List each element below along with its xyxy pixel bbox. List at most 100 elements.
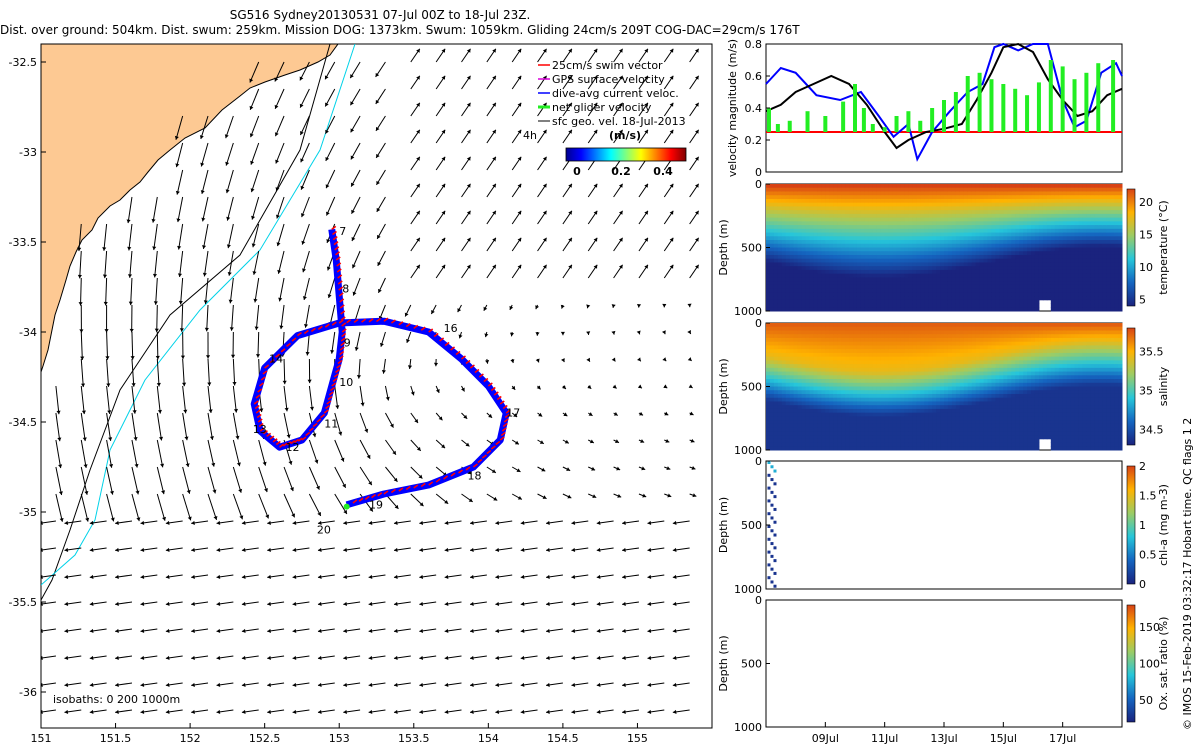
- temperature-cell-29-18: [880, 251, 886, 256]
- temperature-cell-6-16: [789, 243, 795, 248]
- temperature-cell-66-14: [1027, 236, 1032, 241]
- temperature-cell-61-2: [1007, 191, 1012, 196]
- temperature-cell-0-18: [766, 251, 771, 256]
- swim-vector-9-2: [272, 438, 278, 443]
- temperature-cell-12-24: [813, 273, 818, 278]
- temperature-cell-55-29: [983, 292, 989, 297]
- sfc-vector-head-41: [274, 132, 279, 137]
- sfc-vector-head-84: [300, 185, 305, 190]
- temperature-cell-20-30: [845, 296, 850, 301]
- salinity-cell-4-25: [781, 416, 787, 421]
- temperature-cell-14-33: [821, 307, 826, 312]
- temperature-cell-27-17: [872, 247, 878, 252]
- temperature-cell-86-6: [1106, 206, 1111, 211]
- swim-vector-13-5: [331, 321, 337, 326]
- temperature-cell-45-4: [944, 198, 949, 204]
- temperature-cell-63-22: [1015, 266, 1020, 271]
- temperature-cell-72-14: [1050, 236, 1056, 241]
- salinity-cell-9-26: [801, 420, 807, 425]
- net-velocity-bar-25: [1072, 79, 1077, 132]
- salinity-cell-4-3: [781, 334, 787, 339]
- temperature-cell-82-7: [1090, 210, 1095, 215]
- temperature-cell-89-6: [1118, 206, 1123, 211]
- sfc-vector-head-507: [41, 628, 43, 633]
- temperature-cell-52-1: [971, 187, 977, 192]
- temperature-cell-20-2: [845, 191, 850, 196]
- sfc-vector-head-25: [416, 75, 420, 80]
- sfc-vector-head-126: [152, 246, 157, 251]
- net-velocity-bar-27: [1096, 63, 1101, 133]
- temperature-cell-50-32: [963, 303, 969, 308]
- temperature-cell-64-15: [1019, 240, 1024, 245]
- swim-vector-6-3: [327, 395, 333, 401]
- temperature-cell-21-32: [849, 303, 854, 308]
- temperature-cell-55-32: [983, 303, 989, 308]
- temperature-cell-15-2: [825, 191, 830, 196]
- temperature-cell-88-12: [1114, 228, 1119, 234]
- sfc-vector-head-518: [317, 628, 322, 633]
- temperature-cell-74-4: [1058, 198, 1064, 204]
- map-xtick-label-4: 153: [329, 732, 350, 745]
- temperature-cell-33-18: [896, 251, 901, 256]
- swim-vector-23-2: [371, 493, 377, 499]
- temperature-cell-7-1: [793, 187, 799, 192]
- salinity-cell-7-26: [793, 420, 799, 425]
- temperature-cell-8-32: [797, 303, 803, 308]
- salinity-cell-0-10: [766, 360, 771, 365]
- temperature-cell-58-9: [995, 217, 1000, 222]
- temperature-cell-67-32: [1031, 303, 1036, 308]
- temperature-cell-41-3: [928, 195, 933, 200]
- sfc-vector-head-515: [241, 628, 246, 633]
- temperature-cell-12-1: [813, 187, 818, 192]
- sfc-vector-head-238: [458, 334, 463, 339]
- sfc-vector-head-233: [330, 349, 335, 354]
- temperature-cell-25-1: [864, 187, 870, 192]
- sfc-vector-head-358: [238, 488, 243, 493]
- salinity-cell-2-9: [773, 356, 779, 361]
- temperature-cell-85-7: [1102, 210, 1107, 215]
- temperature-cell-13-17: [817, 247, 822, 252]
- salinity-cell-13-3: [817, 334, 822, 339]
- temperature-cell-13-23: [817, 269, 822, 275]
- temperature-cell-47-26: [951, 281, 957, 286]
- temperature-cell-47-33: [951, 307, 957, 312]
- swim-vector-20-1: [495, 440, 501, 446]
- temperature-cell-73-25: [1054, 277, 1060, 282]
- temperature-cell-26-23: [868, 269, 874, 275]
- sfc-vector-376: [55, 493, 63, 522]
- temperature-cell-10-29: [805, 292, 811, 297]
- temperature-cell-89-14: [1118, 236, 1123, 241]
- temperature-cell-42-20: [932, 258, 937, 263]
- sfc-vector-head-130: [251, 243, 256, 248]
- temperature-cell-78-13: [1074, 232, 1079, 237]
- sfc-vector-head-382: [187, 516, 192, 521]
- salinity-cell-8-3: [797, 334, 803, 339]
- temperature-cell-57-16: [991, 243, 996, 248]
- sfc-vector-head-256: [282, 380, 287, 385]
- temperature-cell-88-30: [1114, 296, 1119, 301]
- temperature-cell-50-6: [963, 206, 969, 211]
- temperature-cell-54-10: [979, 221, 985, 226]
- temperature-cell-81-1: [1086, 187, 1091, 192]
- temperature-cell-43-13: [936, 232, 941, 237]
- temperature-cell-68-21: [1034, 262, 1040, 267]
- salinity-cell-11-16: [809, 382, 814, 387]
- temperature-cell-26-22: [868, 266, 874, 271]
- temperature-cell-40-27: [924, 284, 929, 290]
- salinity-cell-2-23: [773, 408, 779, 414]
- temperature-cell-0-30: [766, 296, 771, 301]
- sfc-vector-204: [255, 304, 260, 331]
- temperature-cell-65-6: [1023, 206, 1028, 211]
- temperature-cell-75-29: [1062, 292, 1068, 297]
- sfc-vector-head-516: [267, 628, 271, 633]
- temperature-cell-70-24: [1042, 273, 1048, 278]
- sfc-vector-head-185: [378, 288, 382, 293]
- temperature-cell-28-10: [876, 221, 882, 226]
- temperature-cell-81-30: [1086, 296, 1091, 301]
- temperature-cell-30-7: [884, 210, 890, 215]
- temperature-cell-19-6: [841, 206, 846, 211]
- temperature-cell-67-22: [1031, 266, 1036, 271]
- temperature-cell-80-3: [1082, 195, 1087, 200]
- temperature-cell-67-1: [1031, 187, 1036, 192]
- temperature-cell-9-21: [801, 262, 807, 267]
